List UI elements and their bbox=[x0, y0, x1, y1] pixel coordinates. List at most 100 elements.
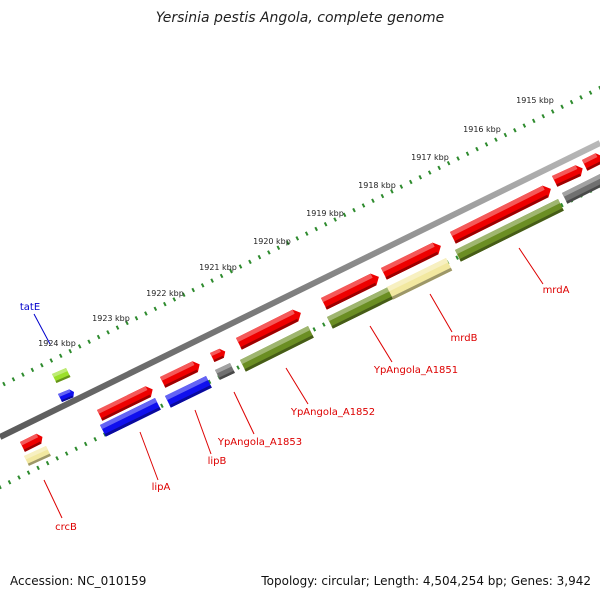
ruler-tick-mark bbox=[49, 358, 54, 363]
ruler-tick-mark bbox=[541, 113, 546, 119]
cds-block-yp1852-body bbox=[240, 326, 314, 372]
inner-ruler-tick-mark bbox=[93, 436, 98, 442]
ruler-tick-mark bbox=[163, 301, 167, 307]
gene-arrow-lipb-reverse-shadow bbox=[169, 385, 212, 408]
ruler-tick-mark bbox=[68, 348, 73, 354]
gene-label-ypangola-a1851: YpAngola_A1851 bbox=[373, 365, 458, 376]
gene-arrow-mrdb bbox=[381, 242, 441, 280]
inner-ruler-tick-mark bbox=[160, 403, 164, 409]
cds-block-yp1851 bbox=[327, 287, 394, 329]
leader-line-ypangola-a1853 bbox=[233, 391, 255, 435]
ruler-tick-mark bbox=[125, 320, 129, 326]
misc-block-mrdb bbox=[387, 258, 453, 300]
misc-block-crcb-shadow bbox=[27, 453, 51, 466]
gene-arrow-lipb-highlight bbox=[160, 361, 195, 381]
gene-arrow-right-1-body bbox=[552, 165, 583, 187]
ruler-tick-mark bbox=[257, 254, 262, 260]
ruler-tick-mark bbox=[475, 146, 479, 152]
ruler-tick-mark bbox=[342, 212, 347, 218]
gene-arrow-yp1851-body bbox=[321, 273, 379, 310]
feature-track bbox=[20, 153, 600, 466]
gene-arrow-lipb-partner-shadow bbox=[213, 355, 224, 362]
ruler-tick-mark bbox=[333, 217, 337, 222]
gene-arrow-yp1851-shadow bbox=[325, 282, 377, 310]
gene-arrow-crcb bbox=[20, 433, 43, 452]
ruler-tick-label: 1915 kbp bbox=[516, 96, 554, 105]
cds-block-yp1852-shadow bbox=[244, 335, 314, 372]
pseudo-block-1-shadow bbox=[218, 370, 235, 380]
ruler-tick-mark bbox=[191, 287, 195, 293]
gene-arrow-tate-shadow bbox=[61, 395, 74, 403]
gene-arrow-right-1 bbox=[552, 165, 583, 187]
gene-label-ypangola-a1853: YpAngola_A1853 bbox=[217, 437, 302, 448]
gene-arrow-mrda-highlight bbox=[450, 185, 545, 237]
pseudo-block-1-highlight bbox=[215, 363, 232, 374]
ruler-tick-mark bbox=[399, 184, 404, 189]
ruler-tick-mark bbox=[579, 95, 583, 100]
ruler-tick-mark bbox=[238, 264, 243, 269]
gene-label-mrda: mrdA bbox=[543, 285, 570, 296]
ruler-tick-mark bbox=[314, 226, 318, 232]
leader-line-lipa bbox=[139, 431, 159, 481]
ruler-tick-mark bbox=[144, 311, 148, 316]
ruler-tick-mark bbox=[153, 306, 158, 312]
topology-text: Topology: circular; Length: 4,504,254 bp… bbox=[261, 574, 591, 588]
gene-arrow-lipa-reverse-highlight bbox=[100, 398, 158, 430]
ruler-tick-mark bbox=[30, 367, 35, 373]
leader-line-crcb bbox=[43, 479, 63, 519]
ruler-tick-mark bbox=[229, 269, 233, 274]
ruler-tick-label: 1921 kbp bbox=[199, 263, 237, 272]
ruler-tick-mark bbox=[522, 123, 527, 128]
ruler-tick-label: 1923 kbp bbox=[92, 314, 130, 323]
ruler-tick-mark bbox=[588, 90, 593, 95]
ruler-tick-mark bbox=[40, 362, 44, 368]
inner-ruler-tick-mark bbox=[0, 484, 2, 490]
ruler-tick-mark bbox=[446, 160, 451, 166]
ruler-tick-mark bbox=[248, 259, 252, 265]
ruler-tick-mark bbox=[295, 236, 300, 241]
trna-block-tate-highlight bbox=[52, 368, 68, 378]
ruler-tick-mark bbox=[550, 109, 555, 114]
ruler-tick-mark bbox=[390, 189, 394, 194]
ruler-tick-label: 1924 kbp bbox=[38, 339, 76, 348]
ruler-tick-mark bbox=[456, 156, 460, 161]
gene-arrow-lipb-shadow bbox=[164, 369, 198, 388]
gene-arrow-mrdb-shadow bbox=[385, 251, 439, 280]
gene-label-ypangola-a1852: YpAngola_A1852 bbox=[290, 407, 375, 418]
trna-block-tate-shadow bbox=[55, 374, 71, 383]
gene-arrow-crcb-highlight bbox=[20, 433, 39, 446]
gene-label-tate: tatE bbox=[20, 302, 40, 313]
cds-block-yp1851-shadow bbox=[331, 296, 394, 329]
gene-arrow-yp1853-body bbox=[236, 309, 301, 350]
gene-arrow-mrda-shadow bbox=[454, 194, 549, 244]
gene-label-lipa: lipA bbox=[152, 482, 171, 493]
cds-block-mrda bbox=[455, 199, 564, 262]
backbone-line bbox=[0, 140, 600, 440]
gene-arrow-yp1853-shadow bbox=[240, 318, 299, 350]
gene-arrow-mrda bbox=[450, 185, 551, 244]
misc-block-mrdb-shadow bbox=[391, 267, 453, 300]
accession-text: Accession: NC_010159 bbox=[10, 574, 147, 588]
ruler-tick-mark bbox=[77, 344, 82, 349]
gene-arrow-mrdb-body bbox=[381, 242, 441, 280]
ruler-tick-mark bbox=[513, 128, 517, 133]
leader-line-ypangola-a1852 bbox=[285, 367, 309, 405]
gene-arrow-yp1853-highlight bbox=[236, 309, 295, 343]
pseudo-block-1 bbox=[215, 363, 235, 380]
gene-arrow-lipa-shadow bbox=[101, 394, 151, 421]
ruler-tick-mark bbox=[409, 179, 413, 185]
misc-block-crcb-highlight bbox=[24, 446, 48, 460]
inner-ruler-tick-mark bbox=[455, 255, 459, 260]
misc-block-mrdb-highlight bbox=[387, 258, 449, 292]
pseudo-block-2 bbox=[562, 174, 600, 204]
ruler-tick-label: 1917 kbp bbox=[411, 153, 449, 162]
gene-arrow-mrdb-highlight bbox=[381, 242, 435, 273]
ruler-tick-mark bbox=[267, 250, 271, 255]
gene-arrow-yp1853 bbox=[236, 309, 301, 350]
ruler-tick-mark bbox=[437, 165, 441, 171]
ruler-tick-mark bbox=[181, 292, 186, 297]
leader-line-tate bbox=[33, 313, 51, 345]
pseudo-block-2-highlight bbox=[562, 174, 600, 197]
